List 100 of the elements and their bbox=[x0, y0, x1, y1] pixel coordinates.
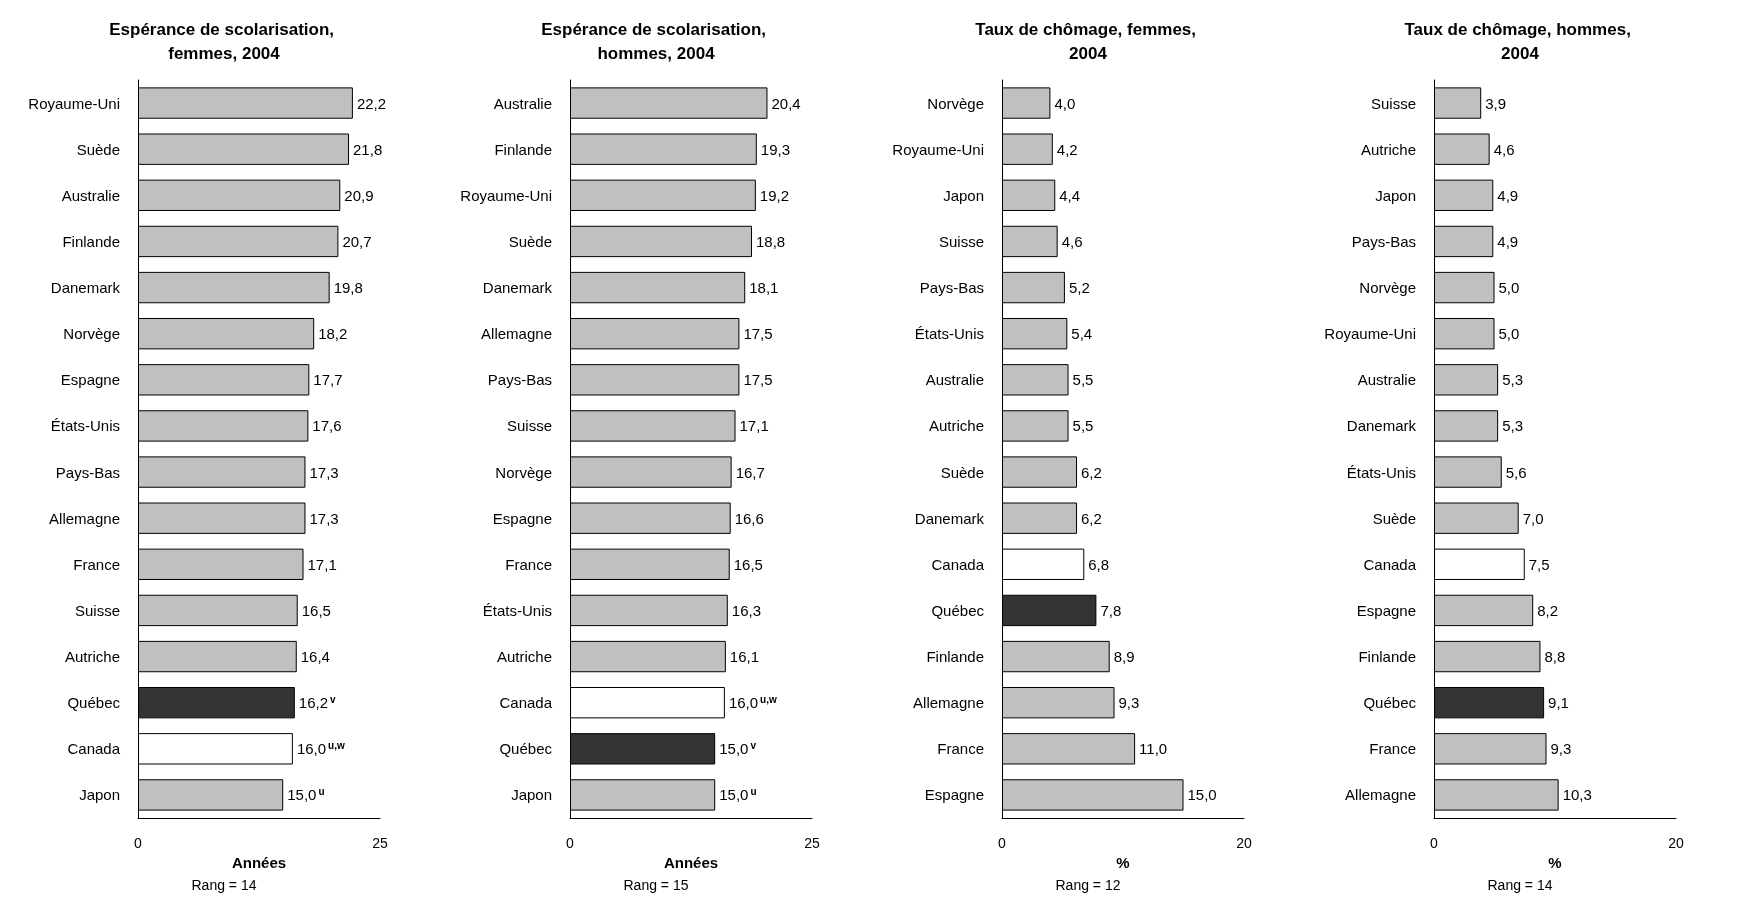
y-tick-label: Norvège bbox=[495, 463, 552, 481]
data-label: 19,2 bbox=[759, 186, 790, 204]
y-tick-label: Espagne bbox=[1356, 601, 1416, 619]
y-tick-label: Australie bbox=[925, 371, 984, 389]
y-tick-label: Norvège bbox=[1359, 279, 1416, 297]
data-label: 8,2 bbox=[1537, 601, 1559, 619]
y-tick-label: Finlande bbox=[1358, 648, 1416, 666]
data-label: 16,7 bbox=[735, 463, 765, 481]
data-label: 16,3 bbox=[731, 601, 761, 619]
y-tick-label: Canada bbox=[1363, 555, 1417, 573]
x-tick-label: 0 bbox=[566, 835, 575, 851]
data-label: 4,9 bbox=[1497, 232, 1519, 250]
data-label: 7,0 bbox=[1522, 509, 1544, 527]
y-tick-label: Pays-Bas bbox=[55, 463, 120, 481]
data-label: 17,1 bbox=[307, 555, 337, 573]
x-tick-label: 20 bbox=[1668, 835, 1684, 851]
data-label: 22,2 bbox=[356, 94, 387, 112]
data-label: 5,3 bbox=[1502, 417, 1523, 435]
chart-title: Espérance de scolarisation, hommes, 2004 bbox=[541, 19, 771, 63]
x-axis-title: Années bbox=[663, 853, 719, 871]
y-tick-label: Canada bbox=[499, 694, 553, 712]
y-tick-label: Finlande bbox=[926, 648, 984, 666]
y-tick-label: Japon bbox=[511, 786, 552, 804]
y-tick-label: Japon bbox=[1375, 186, 1416, 204]
y-tick-label: Canada bbox=[67, 740, 121, 758]
data-label: 6,2 bbox=[1081, 463, 1102, 481]
y-tick-label: Autriche bbox=[64, 648, 120, 666]
y-tick-label: Royaume-Uni bbox=[892, 140, 984, 158]
y-tick-label: Suède bbox=[76, 140, 120, 158]
y-tick-label: Québec bbox=[67, 694, 121, 712]
y-tick-label: Pays-Bas bbox=[919, 279, 984, 297]
y-tick-label: Pays-Bas bbox=[487, 371, 552, 389]
data-label: 8,8 bbox=[1544, 648, 1566, 666]
text: Rang = 14 bbox=[191, 877, 257, 893]
data-label: 5,4 bbox=[1071, 325, 1093, 343]
y-tick-label: États-Unis bbox=[914, 325, 984, 343]
x-tick-label: 0 bbox=[134, 835, 143, 851]
data-label: 8,9 bbox=[1113, 648, 1135, 666]
y-tick-label: États-Unis bbox=[50, 417, 120, 435]
y-tick-label: Espagne bbox=[492, 509, 552, 527]
data-label: 16,1 bbox=[729, 648, 760, 666]
data-label: 17,1 bbox=[739, 417, 769, 435]
data-label: 18,1 bbox=[749, 279, 779, 297]
y-tick-label: Allemagne bbox=[913, 694, 984, 712]
data-label: 5,5 bbox=[1072, 371, 1094, 389]
y-tick-label: Québec bbox=[499, 740, 553, 758]
y-tick-label: Espagne bbox=[924, 786, 984, 804]
y-tick-label: Suisse bbox=[74, 601, 120, 619]
y-tick-label: Danemark bbox=[482, 279, 553, 297]
y-tick-label: Québec bbox=[1363, 694, 1417, 712]
data-label: 17,5 bbox=[743, 371, 773, 389]
y-tick-label: États-Unis bbox=[1346, 463, 1416, 481]
data-label: 17,7 bbox=[313, 371, 343, 389]
data-label: 5,0 bbox=[1498, 325, 1520, 343]
chart-title: Taux de chômage, femmes, 2004 bbox=[975, 19, 1201, 63]
data-label: 11,0 bbox=[1139, 740, 1168, 758]
y-tick-label: Suisse bbox=[938, 232, 984, 250]
y-tick-label: Australie bbox=[493, 94, 552, 112]
x-tick-label: 25 bbox=[372, 835, 388, 851]
y-tick-label: Danemark bbox=[50, 279, 121, 297]
data-label: 19,8 bbox=[333, 279, 363, 297]
data-label: 6,2 bbox=[1081, 509, 1102, 527]
data-label: 9,1 bbox=[1548, 694, 1569, 712]
data-label: 5,5 bbox=[1072, 417, 1094, 435]
y-tick-label: Royaume-Uni bbox=[28, 94, 120, 112]
data-label: 6,8 bbox=[1088, 555, 1110, 573]
y-tick-label: France bbox=[937, 740, 984, 758]
data-label: 16,5 bbox=[301, 601, 331, 619]
x-axis-title: % bbox=[1116, 853, 1130, 871]
y-tick-label: Canada bbox=[931, 555, 985, 573]
y-tick-label: Norvège bbox=[63, 325, 120, 343]
x-tick-label: 20 bbox=[1236, 835, 1252, 851]
data-label: 17,3 bbox=[309, 509, 339, 527]
data-label: 20,9 bbox=[344, 186, 374, 204]
y-tick-label: Suisse bbox=[1370, 94, 1416, 112]
data-label: 18,8 bbox=[755, 232, 786, 250]
y-tick-label: Finlande bbox=[62, 232, 120, 250]
y-tick-label: Québec bbox=[931, 601, 985, 619]
data-label: 5,0 bbox=[1498, 279, 1520, 297]
y-tick-label: États-Unis bbox=[482, 601, 552, 619]
y-tick-label: Autriche bbox=[496, 648, 552, 666]
y-tick-label: Australie bbox=[61, 186, 120, 204]
data-label: 16,6 bbox=[734, 509, 764, 527]
y-tick-label: Danemark bbox=[914, 509, 985, 527]
y-tick-label: Suède bbox=[940, 463, 984, 481]
y-tick-label: Danemark bbox=[1346, 417, 1417, 435]
x-tick-label: 0 bbox=[998, 835, 1007, 851]
data-label: 20,7 bbox=[342, 232, 372, 250]
y-tick-label: Autriche bbox=[1360, 140, 1416, 158]
y-tick-label: France bbox=[73, 555, 120, 573]
y-tick-label: Allemagne bbox=[49, 509, 120, 527]
data-label: 5,6 bbox=[1505, 463, 1527, 481]
y-tick-label: Suisse bbox=[506, 417, 552, 435]
y-tick-label: Autriche bbox=[928, 417, 984, 435]
data-label: 18,2 bbox=[318, 325, 348, 343]
y-tick-label: Suède bbox=[1372, 509, 1416, 527]
x-tick-label: 25 bbox=[804, 835, 820, 851]
data-label: 21,8 bbox=[353, 140, 383, 158]
text: Rang = 14 bbox=[1487, 877, 1553, 893]
data-label: 4,2 bbox=[1056, 140, 1078, 158]
